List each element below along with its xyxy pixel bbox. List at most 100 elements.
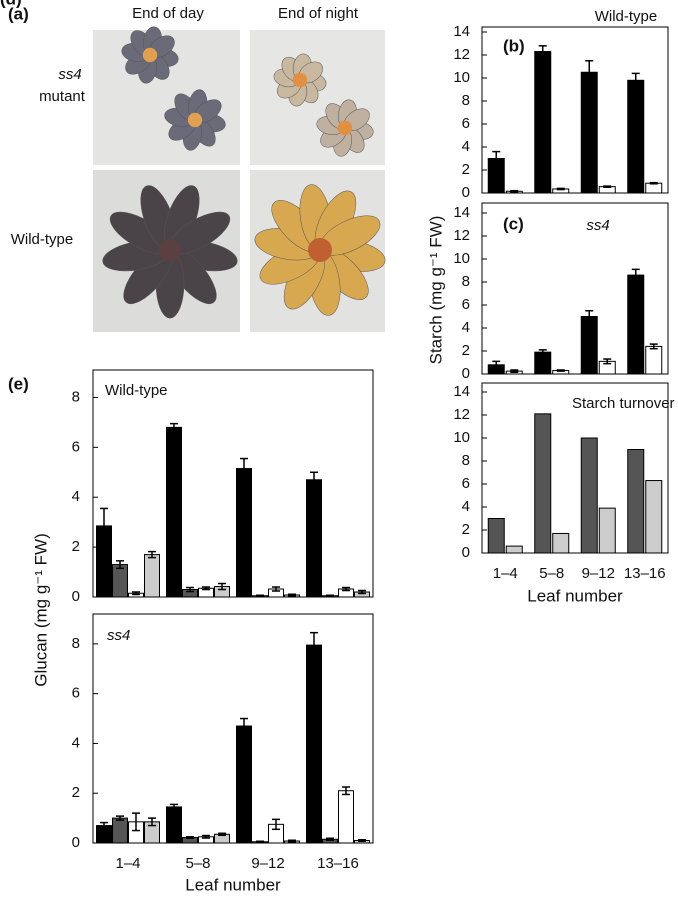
error-bar [116, 815, 124, 821]
error-bar [288, 839, 296, 843]
y-tick-label: 0 [462, 365, 470, 382]
plot-frame [92, 613, 374, 844]
bar [487, 518, 505, 554]
bar [534, 351, 552, 375]
x-tick-label: 1–4 [115, 855, 140, 872]
error-bar [342, 586, 350, 592]
y-tick-label: 12 [453, 406, 470, 423]
error-bar [186, 586, 194, 593]
x-tick-label: 9–12 [582, 565, 615, 582]
chart-title: ss4 [586, 217, 609, 234]
error-bar [342, 786, 350, 796]
error-bar [358, 589, 366, 595]
y-tick-label: 12 [453, 46, 470, 63]
error-bar [538, 45, 547, 59]
y-tick-label: 10 [453, 69, 470, 86]
y-tick-label: 4 [72, 734, 80, 751]
error-bar [310, 471, 318, 488]
error-bar [202, 586, 210, 591]
plot-frame [481, 26, 669, 194]
y-tick-label: 2 [462, 342, 470, 359]
photos [93, 26, 386, 332]
error-bar [272, 586, 280, 592]
error-bar [256, 594, 264, 598]
error-bar [288, 593, 296, 597]
error-bar [218, 582, 226, 591]
row-label: mutant [39, 88, 86, 105]
y-tick-label: 0 [72, 834, 80, 851]
error-bar [510, 189, 519, 193]
error-bar [310, 631, 318, 659]
x-axis-label: Leaf number [185, 875, 281, 894]
error-bar [585, 60, 594, 85]
error-bar [272, 818, 280, 831]
chart-title: Wild-type [595, 8, 658, 25]
y-tick-label: 4 [462, 498, 470, 515]
y-tick-label: 12 [453, 227, 470, 244]
bar [645, 182, 663, 194]
bar [112, 564, 128, 598]
y-tick-label: 8 [462, 92, 470, 109]
y-tick-label: 4 [72, 488, 80, 505]
x-tick-label: 5–8 [185, 855, 210, 872]
rosette-center [187, 112, 203, 128]
bar [338, 790, 354, 844]
y-tick-label: 8 [462, 452, 470, 469]
error-bar [170, 803, 178, 811]
error-bar [218, 832, 226, 837]
y-tick-label: 6 [462, 115, 470, 132]
error-bar [116, 560, 124, 570]
y-tick-label: 0 [462, 544, 470, 561]
error-bar [556, 369, 565, 372]
error-bar [631, 268, 640, 282]
bar [645, 480, 663, 554]
rosette-center [292, 72, 308, 88]
error-bar [326, 594, 334, 598]
y-tick-label: 10 [453, 429, 470, 446]
chart-title: Starch turnover [572, 395, 675, 412]
bar [627, 79, 645, 194]
rosette-center [337, 120, 353, 136]
bar [580, 71, 598, 194]
bar [627, 449, 645, 554]
y-tick-label: 14 [453, 383, 470, 400]
y-tick-label: 8 [72, 635, 80, 652]
y-tick-label: 8 [72, 388, 80, 405]
y-axis-label: Starch (mg g⁻¹ FW) [426, 216, 445, 365]
plot-frame [92, 369, 374, 598]
row-label: Wild-type [11, 231, 74, 248]
bar [552, 532, 570, 554]
rosette-center [158, 238, 182, 262]
error-bar [240, 717, 248, 735]
error-bar [585, 310, 594, 323]
x-tick-label: 1–4 [493, 565, 518, 582]
bar [306, 479, 322, 598]
y-tick-label: 0 [72, 588, 80, 605]
bar [534, 51, 552, 194]
error-bar [326, 837, 334, 842]
error-bar [510, 369, 519, 374]
y-tick-label: 8 [462, 273, 470, 290]
error-bar [132, 812, 140, 832]
error-bar [603, 358, 612, 365]
error-bar [538, 349, 547, 356]
panel-label: (d) [0, 0, 22, 8]
y-tick-label: 6 [462, 296, 470, 313]
y-tick-label: 0 [462, 184, 470, 201]
chart-title: ss4 [107, 627, 130, 644]
error-bar [492, 150, 501, 167]
bar [144, 554, 160, 598]
error-bar [132, 591, 140, 596]
x-tick-label: 13–16 [624, 565, 666, 582]
y-tick-label: 10 [453, 250, 470, 267]
bar [598, 507, 616, 554]
x-tick-label: 13–16 [317, 855, 359, 872]
error-bar [631, 72, 640, 88]
bar [645, 345, 663, 375]
y-tick-label: 4 [462, 319, 470, 336]
bar [505, 545, 523, 554]
error-bar [148, 817, 156, 827]
column-label: End of day [132, 5, 204, 22]
y-tick-label: 6 [72, 438, 80, 455]
y-tick-label: 14 [453, 204, 470, 221]
